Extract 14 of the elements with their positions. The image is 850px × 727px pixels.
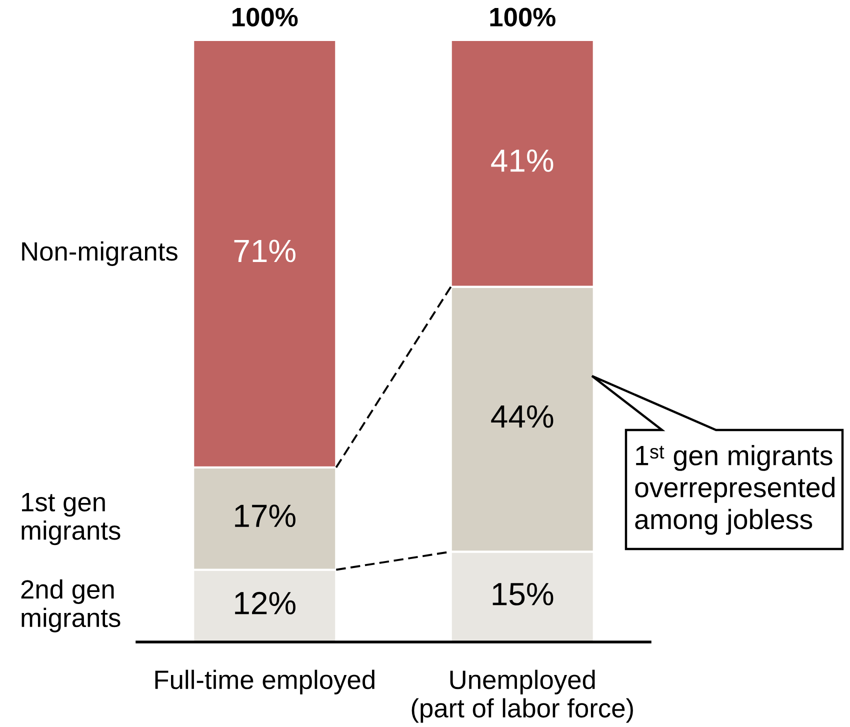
series-label: Non-migrants [22, 241, 178, 266]
total-label: 100% [232, 8, 298, 26]
text: 1st gen migrants [22, 493, 120, 546]
x-tick-label: Full-time employed [155, 670, 374, 694]
x-tick-label: Unemployed (part of labor force) [412, 670, 633, 723]
annotation: 1ˢᵗ gen migrants overrepresented among jobless [635, 445, 834, 535]
data-label: 71% [234, 240, 296, 262]
data-label: 12% [235, 592, 296, 614]
text: 2nd gen migrants [21, 579, 120, 632]
data-label: 44% [491, 405, 554, 428]
data-label: 41% [491, 150, 554, 172]
total-label: 100% [490, 8, 556, 26]
data-label: 17% [235, 504, 296, 528]
data-label: 15% [492, 582, 554, 606]
